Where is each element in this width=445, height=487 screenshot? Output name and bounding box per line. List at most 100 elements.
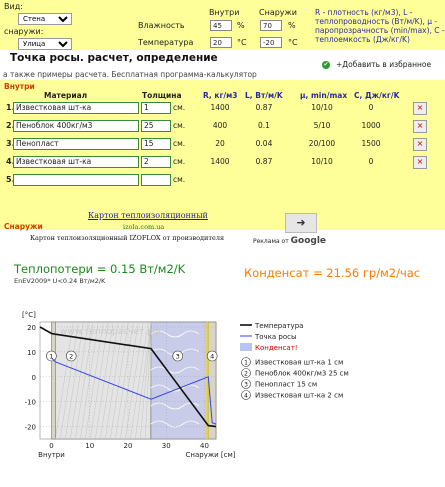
outside-section-label: Снаружи: [4, 222, 43, 231]
temperature-outside-unit: °C: [288, 38, 298, 47]
ad-attribution[interactable]: Реклама от Google: [253, 236, 326, 246]
material-input[interactable]: Известковая шт-ка: [13, 102, 139, 114]
permeability-value: 5/10: [313, 121, 331, 130]
legend-dew-point: Точка росы: [254, 333, 297, 341]
permeability-value: 10/10: [311, 157, 333, 166]
humidity-inside-input[interactable]: 45: [210, 20, 232, 31]
material-input[interactable]: [13, 174, 139, 186]
delete-row-button[interactable]: ×: [413, 102, 427, 115]
density-value: 1400: [210, 157, 230, 166]
delete-row-button[interactable]: ×: [413, 120, 427, 133]
row-number: 2.: [6, 121, 15, 130]
thickness-unit: см.: [173, 103, 186, 112]
y-tick-label: 10: [27, 349, 36, 357]
header-material: Материал: [44, 91, 88, 100]
legend-layer-number: 1: [244, 359, 248, 366]
google-logo: Google: [290, 236, 327, 246]
hatch-line: [120, 321, 139, 440]
y-unit-label: [°C]: [22, 311, 36, 319]
x-tick-label: 20: [124, 442, 133, 450]
temperature-outside-input[interactable]: -20: [260, 37, 282, 48]
legend-condensate: Конденсат!: [255, 344, 298, 352]
page-title: Точка росы. расчет, определение: [10, 52, 218, 64]
density-value: 400: [212, 121, 228, 130]
x-tick-label: 30: [162, 442, 171, 450]
temperature-profile-chart: 20 10 0 -10 -20 0 10 20 30 40 [°C] Внутри Снаружи [с…: [22, 311, 349, 459]
thickness-input[interactable]: [141, 174, 171, 186]
add-favorites-link[interactable]: ✔ +Добавить в избранное: [322, 60, 431, 69]
hatch-line: [130, 321, 149, 440]
layers-table: Внутри Материал Толщина R, кг/м3 L, Вт/м…: [0, 80, 445, 231]
layer-marker: [65, 350, 77, 362]
density-value: 1400: [210, 103, 230, 112]
layer-band-1: [51, 321, 56, 440]
header-thickness: Толщина: [142, 91, 182, 100]
x-left-label: Внутри: [38, 451, 65, 459]
temperature-inside-input[interactable]: 20: [210, 37, 232, 48]
legend-layer-marker: [241, 379, 251, 389]
inside-type-select[interactable]: Стена: [18, 13, 72, 25]
hatch-line: [135, 321, 152, 440]
hatch-line: [75, 321, 94, 440]
y-tick-label: -10: [25, 399, 36, 407]
x-tick-label: 0: [49, 442, 53, 450]
y-tick-label: 0: [32, 374, 36, 382]
layer-marker-label: 3: [176, 353, 180, 361]
temperature-inside-unit: °C: [237, 38, 247, 47]
check-icon: ✔: [322, 61, 330, 69]
legend-layer3: Пенопласт 15 см: [255, 381, 317, 389]
ad-arrow-button[interactable]: ➜: [285, 213, 317, 233]
thickness-input[interactable]: 15: [141, 138, 171, 150]
hatch-line: [100, 321, 119, 440]
hatch-line: [80, 321, 99, 440]
heat-capacity-value: 1000: [361, 121, 381, 130]
thickness-unit: см.: [173, 175, 186, 184]
foam-pattern: [150, 366, 200, 374]
ad-title-link[interactable]: Картон теплоизоляционный: [88, 211, 208, 220]
foam-pattern: [150, 420, 200, 428]
legend-layer1: Известковая шт-ка 1 см: [255, 359, 343, 367]
norm-note: EnEV2009* U<0.24 Вт/м2/K: [14, 277, 106, 285]
legend-layer-marker: [241, 357, 251, 367]
ad-url[interactable]: izola.com.ua: [123, 223, 165, 231]
material-input[interactable]: Известковая шт-ка: [13, 156, 139, 168]
delete-row-button[interactable]: ×: [413, 138, 427, 151]
thickness-unit: см.: [173, 157, 186, 166]
hatch-line: [70, 321, 89, 440]
header-density: R, кг/м3: [203, 91, 238, 100]
foam-pattern: [150, 384, 200, 392]
conductivity-value: 0.87: [255, 103, 273, 112]
hatch-line: [115, 321, 134, 440]
delete-row-button[interactable]: ×: [413, 156, 427, 169]
heat-capacity-value: 0: [368, 157, 374, 166]
column-outside-label: Снаружи: [259, 8, 297, 17]
outside-type-select[interactable]: Улица: [18, 38, 72, 50]
header-permeability: μ, min/max: [300, 91, 348, 100]
legend-temperature: Температура: [254, 322, 303, 330]
hatch-line: [140, 321, 152, 440]
header-conductivity: L, Вт/м/K: [245, 91, 283, 100]
thickness-input[interactable]: 25: [141, 120, 171, 132]
material-input[interactable]: Пеноблок 400кг/м3: [13, 120, 139, 132]
humidity-outside-input[interactable]: 70: [260, 20, 282, 31]
legend-layer-number: 2: [244, 370, 248, 377]
layer-marker: [172, 350, 184, 362]
outside-label: снаружи:: [4, 27, 44, 36]
hatch-line: [125, 321, 144, 440]
row-number: 5.: [6, 175, 15, 184]
parameters-legend: R - плотность (кг/м3), L - теплопроводно…: [315, 8, 445, 44]
humidity-inside-unit: %: [237, 21, 245, 30]
ad-text: Картон теплоизоляционный IZOFLOX от прои…: [30, 234, 225, 242]
row-number: 4.: [6, 157, 15, 166]
layer-marker: [46, 350, 57, 362]
material-input[interactable]: Пенопласт: [13, 138, 139, 150]
thickness-input[interactable]: 2: [141, 156, 171, 168]
thickness-input[interactable]: 1: [141, 102, 171, 114]
hatch-line: [145, 321, 152, 440]
header-heat-capacity: C, Дж/кг/K: [354, 91, 400, 100]
heat-loss-result: Теплопотери = 0.15 Вт/м2/K: [14, 262, 186, 276]
humidity-label: Влажность: [138, 21, 185, 30]
conductivity-value: 0.04: [255, 139, 273, 148]
x-right-label: Снаружи [см]: [186, 451, 236, 459]
x-tick-label: 40: [200, 442, 209, 450]
